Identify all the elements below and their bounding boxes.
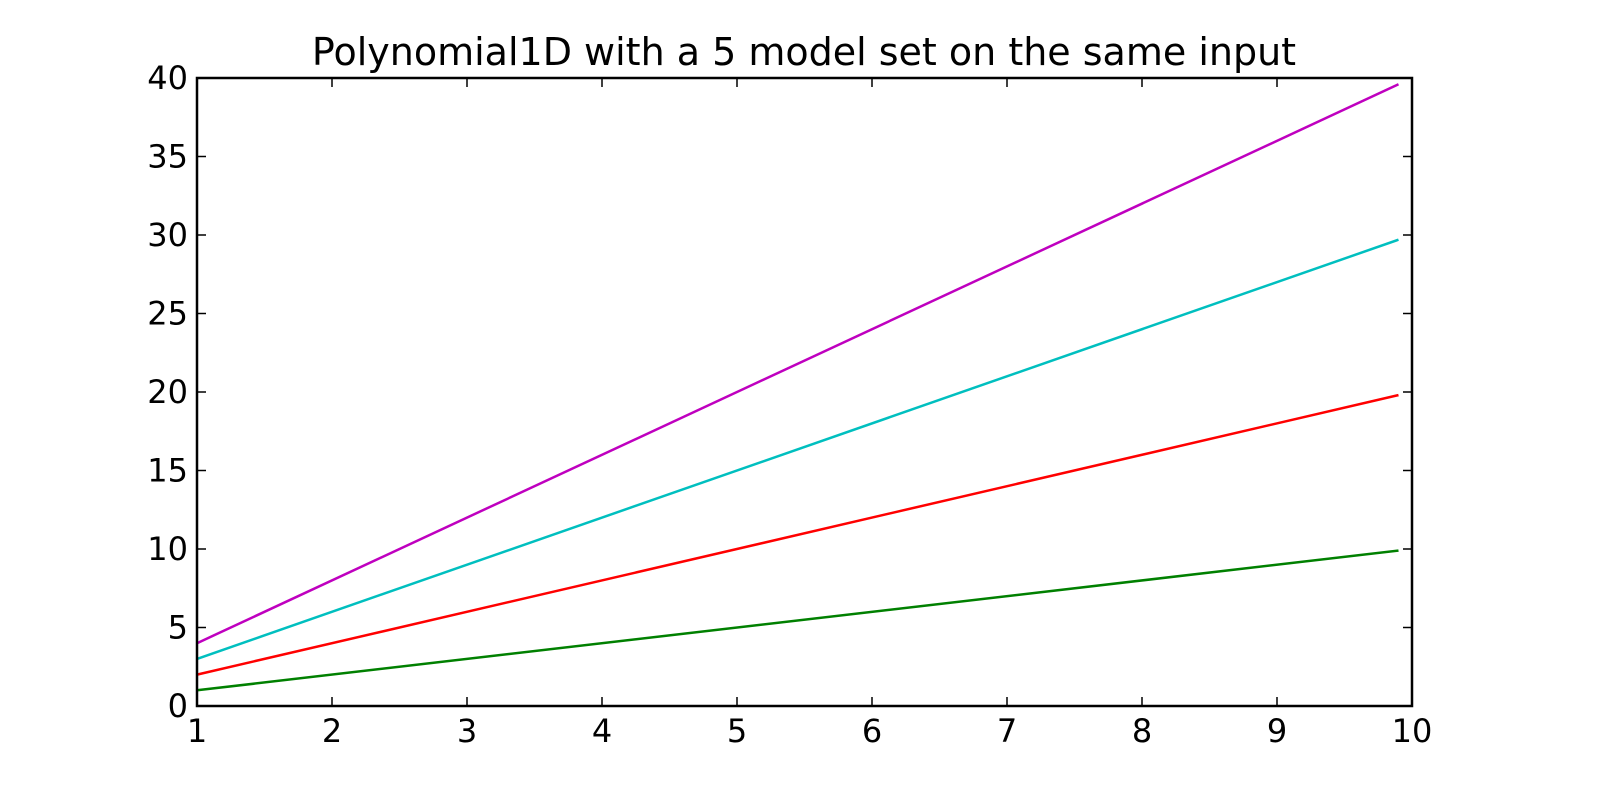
y-tick-label: 10: [147, 530, 188, 568]
x-tick-label: 7: [997, 712, 1017, 750]
y-tick-label: 30: [147, 216, 188, 254]
y-tick-label: 15: [147, 452, 188, 490]
x-tick-label: 8: [1132, 712, 1152, 750]
x-tick-label: 6: [862, 712, 882, 750]
x-tick-label: 9: [1267, 712, 1287, 750]
x-tick-label: 1: [187, 712, 207, 750]
tick-labels-layer: 1 2 3 4 5 6 7 8 9 10 0 5 10 15 20 25 30 35 40: [147, 59, 1432, 750]
plot-frame: [195, 76, 1414, 708]
y-tick-label: 40: [147, 59, 188, 97]
series-line-1: [196, 549, 1399, 692]
y-tick-label: 35: [147, 138, 188, 176]
series-line-2: [196, 393, 1399, 676]
series-line-3: [196, 238, 1399, 661]
chart-title: Polynomial1D with a 5 model set on the s…: [312, 30, 1296, 74]
x-tick-label: 5: [727, 712, 747, 750]
series-layer: [196, 83, 1400, 692]
y-tick-label: 25: [147, 295, 188, 333]
ticks-layer: [196, 77, 1413, 707]
series-line-4: [196, 83, 1400, 645]
x-tick-label: 4: [592, 712, 612, 750]
x-tick-label: 3: [457, 712, 477, 750]
x-tick-label: 10: [1392, 712, 1433, 750]
y-tick-label: 0: [168, 687, 188, 725]
y-tick-label: 20: [147, 373, 188, 411]
x-tick-label: 2: [322, 712, 342, 750]
y-tick-label: 5: [168, 609, 188, 647]
